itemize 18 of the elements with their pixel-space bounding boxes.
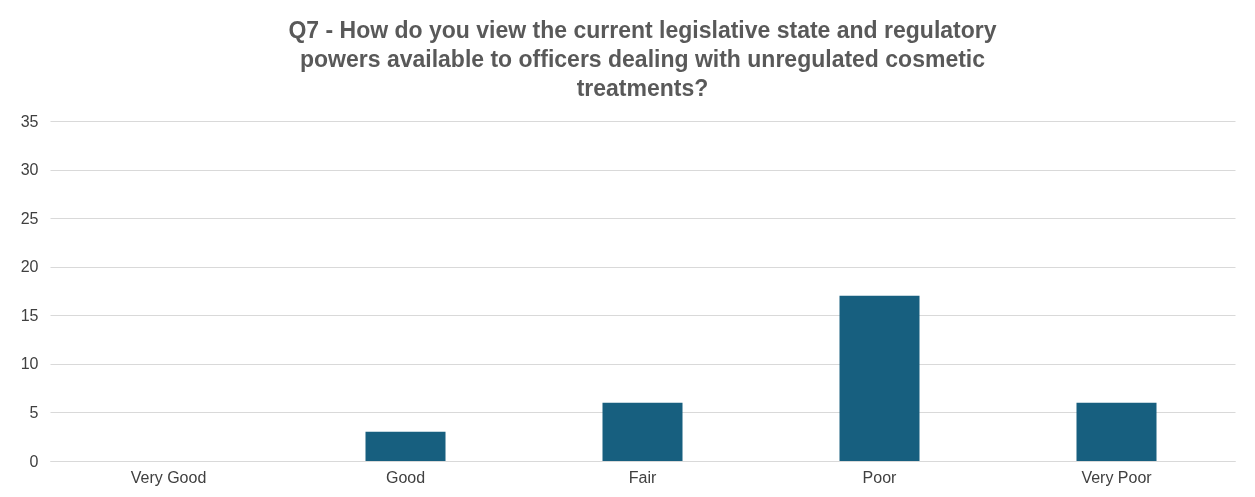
x-tick-label: Very Good [130, 468, 207, 486]
y-tick-label: 20 [20, 258, 39, 276]
x-tick-label: Very Poor [1081, 468, 1153, 486]
x-tick-label: Good [385, 468, 426, 486]
bar [365, 431, 446, 461]
bar [602, 402, 683, 461]
y-tick-label: 0 [29, 452, 39, 470]
bar [1076, 402, 1157, 461]
y-tick-label: 25 [20, 209, 39, 227]
y-tick-label: 15 [20, 306, 39, 324]
y-tick-label: 35 [20, 112, 39, 130]
bar [839, 295, 920, 461]
y-tick-label: 10 [20, 355, 39, 373]
y-tick-label: 5 [29, 403, 39, 421]
x-tick-label: Fair [628, 468, 657, 486]
y-tick-label: 30 [20, 161, 39, 179]
x-tick-label: Poor [862, 468, 898, 486]
chart-title: Q7 - How do you view the current legislative state and regulatory powers available to officers dealing with unregulated cosmetic treatments? [288, 17, 997, 101]
